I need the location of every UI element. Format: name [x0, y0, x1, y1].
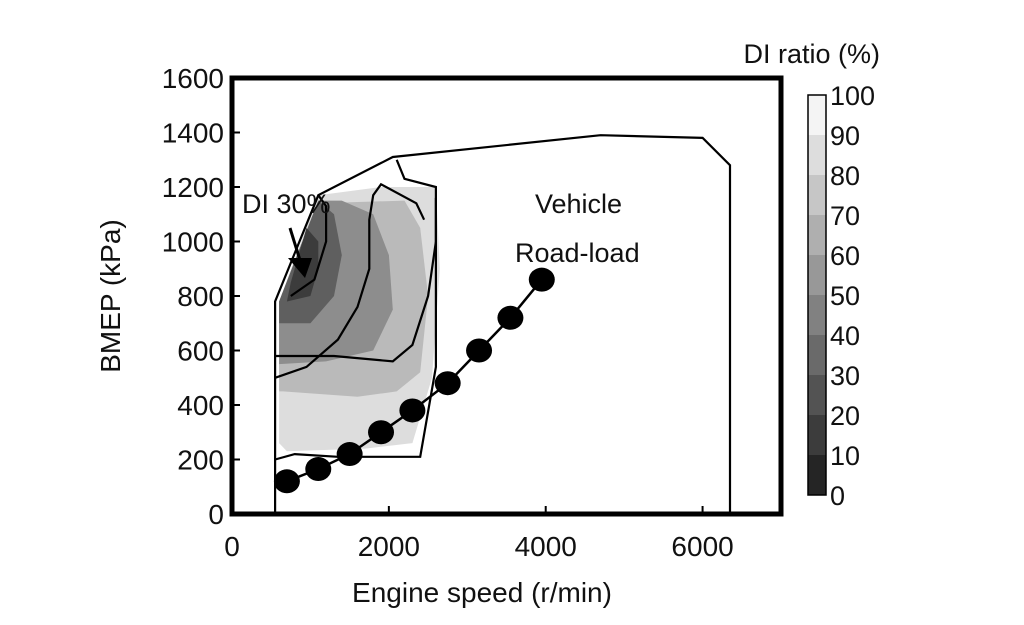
- colorbar-swatch-20: [808, 375, 826, 415]
- colorbar-tick-70: 70: [830, 201, 860, 231]
- colorbar-tick-80: 80: [830, 161, 860, 191]
- y-tick-label-1600: 1600: [162, 63, 224, 94]
- colorbar-swatch-0: [808, 455, 826, 495]
- x-axis-label: Engine speed (r/min): [352, 577, 612, 608]
- y-tick-label-1400: 1400: [162, 118, 224, 149]
- colorbar-swatch-10: [808, 415, 826, 455]
- colorbar-tick-60: 60: [830, 241, 860, 271]
- colorbar-tick-30: 30: [830, 361, 860, 391]
- road-load-point-8: [528, 267, 555, 292]
- y-tick-label-200: 200: [177, 445, 224, 476]
- road-load-point-7: [497, 305, 524, 330]
- y-axis-label: BMEP (kPa): [95, 219, 126, 373]
- road-load-point-2: [336, 442, 363, 467]
- annotation-vehicle: Vehicle: [535, 189, 622, 219]
- y-tick-label-1000: 1000: [162, 227, 224, 258]
- annotations: DI 30% Vehicle Road-load: [242, 189, 640, 278]
- colorbar-swatch-70: [808, 175, 826, 215]
- colorbar-frame: [807, 94, 827, 496]
- colorbar-tick-100: 100: [830, 81, 875, 111]
- colorbar-tick-10: 10: [830, 441, 860, 471]
- x-tick-label-2000: 2000: [358, 531, 420, 562]
- colorbar-tick-40: 40: [830, 321, 860, 351]
- x-tick-label-6000: 6000: [671, 531, 733, 562]
- isoline-3: [274, 197, 437, 461]
- road-load-series: [273, 267, 555, 494]
- road-load-point-6: [466, 338, 493, 363]
- isoline-1: [274, 182, 426, 379]
- contour-isolines: [274, 134, 732, 514]
- y-tick-label-800: 800: [177, 281, 224, 312]
- axes: 0 2000 4000 6000 0 200 400 600 800 1000 1200 1400 16…: [162, 63, 734, 562]
- y-tick-label-600: 600: [177, 336, 224, 367]
- road-load-point-3: [368, 420, 395, 445]
- di30-arrow-head: [288, 258, 312, 278]
- colorbar: 0 10 20 30 40 50 60 70 80 90 100: [807, 81, 875, 511]
- x-tick-label-4000: 4000: [515, 531, 577, 562]
- road-load-point-4: [399, 398, 426, 423]
- colorbar-swatch-40: [808, 295, 826, 335]
- colorbar-tick-90: 90: [830, 121, 860, 151]
- operating-boundary: [274, 134, 732, 514]
- isoline-2: [275, 159, 437, 363]
- colorbar-swatch-50: [808, 255, 826, 295]
- heatmap-contour-fills: [275, 146, 444, 460]
- road-load-point-0: [273, 469, 300, 494]
- colorbar-tick-50: 50: [830, 281, 860, 311]
- x-tick-label-0: 0: [224, 531, 240, 562]
- road-load-point-1: [305, 457, 332, 482]
- colorbar-tick-0: 0: [830, 481, 845, 511]
- colorbar-tick-20: 20: [830, 401, 860, 431]
- y-tick-label-0: 0: [208, 499, 224, 530]
- annotation-road-load: Road-load: [515, 238, 640, 268]
- road-load-point-5: [434, 371, 461, 396]
- annotation-di30: DI 30%: [242, 189, 331, 219]
- colorbar-swatch-30: [808, 335, 826, 375]
- y-tick-label-1200: 1200: [162, 172, 224, 203]
- colorbar-swatch-60: [808, 215, 826, 255]
- isoline-0: [290, 194, 328, 297]
- colorbar-label: DI ratio (%): [743, 39, 880, 69]
- colorbar-swatch-90: [808, 95, 826, 135]
- y-tick-label-400: 400: [177, 390, 224, 421]
- colorbar-swatch-80: [808, 135, 826, 175]
